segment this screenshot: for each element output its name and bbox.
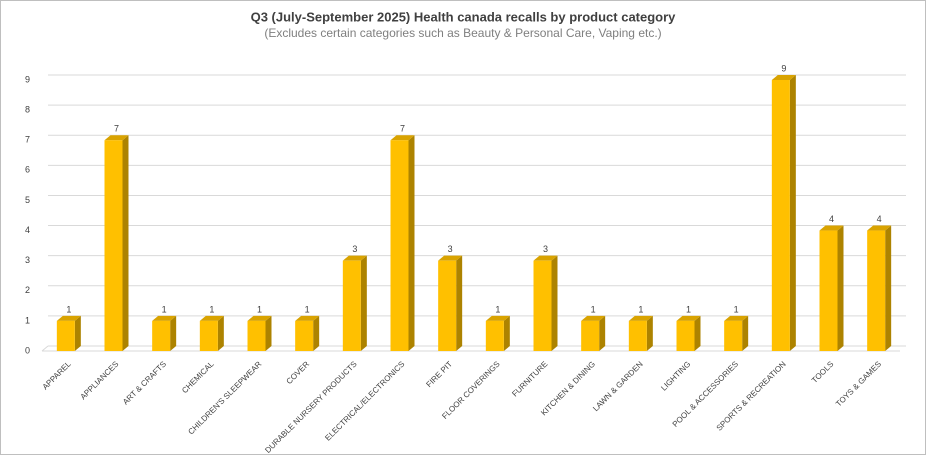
value-label: 4: [877, 214, 882, 224]
bar: [628, 320, 647, 351]
bar-top: [485, 315, 510, 321]
bar-top: [342, 255, 367, 261]
bar: [581, 320, 600, 351]
value-label: 7: [114, 124, 119, 134]
bar-top: [581, 315, 606, 321]
y-tick-label: 3: [25, 255, 30, 265]
bar: [199, 320, 218, 351]
value-label: 1: [638, 304, 643, 314]
bar: [867, 230, 886, 351]
bar-side: [742, 315, 749, 351]
value-label: 7: [400, 124, 405, 134]
bar-top: [152, 315, 177, 321]
bar-top: [390, 135, 415, 141]
chart-subtitle: (Excludes certain categories such as Bea…: [264, 26, 661, 40]
bar-top: [247, 315, 272, 321]
bar-side: [885, 225, 892, 351]
bar-side: [170, 315, 177, 351]
bar-side: [789, 75, 796, 351]
bar-side: [503, 315, 510, 351]
value-label: 4: [829, 214, 834, 224]
bar: [247, 320, 266, 351]
bar-top: [676, 315, 701, 321]
bar: [390, 140, 409, 351]
bar-side: [122, 135, 129, 351]
bar-side: [599, 315, 606, 351]
bar: [342, 260, 361, 351]
value-label: 1: [209, 304, 214, 314]
bar-side: [217, 315, 224, 351]
bar: [104, 140, 123, 351]
bar-side: [74, 315, 81, 351]
bar-side: [837, 225, 844, 351]
bar: [438, 260, 457, 351]
y-tick-label: 4: [25, 225, 30, 235]
bar: [819, 230, 838, 351]
bar: [56, 320, 75, 351]
bar-top: [819, 225, 844, 231]
bar: [676, 320, 695, 351]
bar: [295, 320, 314, 351]
bar-top: [867, 225, 892, 231]
bar-side: [360, 255, 367, 351]
y-tick-label: 5: [25, 195, 30, 205]
value-label: 1: [495, 304, 500, 314]
value-label: 3: [543, 244, 548, 254]
bar-top: [724, 315, 749, 321]
value-label: 3: [448, 244, 453, 254]
value-label: 1: [257, 304, 262, 314]
floor-edge: [41, 345, 49, 352]
value-label: 1: [591, 304, 596, 314]
bar-top: [771, 75, 796, 80]
bar-side: [551, 255, 558, 351]
value-label: 1: [66, 304, 71, 314]
chart-title: Q3 (July-September 2025) Health canada r…: [251, 9, 677, 24]
bar-side: [646, 315, 653, 351]
bar: [771, 80, 790, 351]
bar-top: [438, 255, 463, 261]
value-label: 1: [162, 304, 167, 314]
y-tick-label: 6: [25, 165, 30, 175]
bar: [533, 260, 552, 351]
bar-side: [265, 315, 272, 351]
y-tick-label: 8: [25, 104, 30, 114]
bar: [724, 320, 743, 351]
bar-side: [694, 315, 701, 351]
bar-top: [295, 315, 320, 321]
bar-top: [199, 315, 224, 321]
bar: [485, 320, 504, 351]
bar: [152, 320, 171, 351]
y-tick-label: 9: [25, 74, 30, 84]
y-tick-label: 1: [25, 315, 30, 325]
bar-top: [104, 135, 129, 141]
bar-side: [408, 135, 415, 351]
y-tick-label: 0: [25, 345, 30, 355]
value-label: 9: [781, 63, 786, 73]
value-label: 1: [686, 304, 691, 314]
value-label: 3: [352, 244, 357, 254]
bar-top: [628, 315, 653, 321]
y-tick-label: 2: [25, 285, 30, 295]
y-tick-label: 7: [25, 135, 30, 145]
bar-side: [456, 255, 463, 351]
value-label: 1: [305, 304, 310, 314]
bar-top: [533, 255, 558, 261]
bar-top: [56, 315, 81, 321]
bar-side: [313, 315, 320, 351]
value-label: 1: [734, 304, 739, 314]
